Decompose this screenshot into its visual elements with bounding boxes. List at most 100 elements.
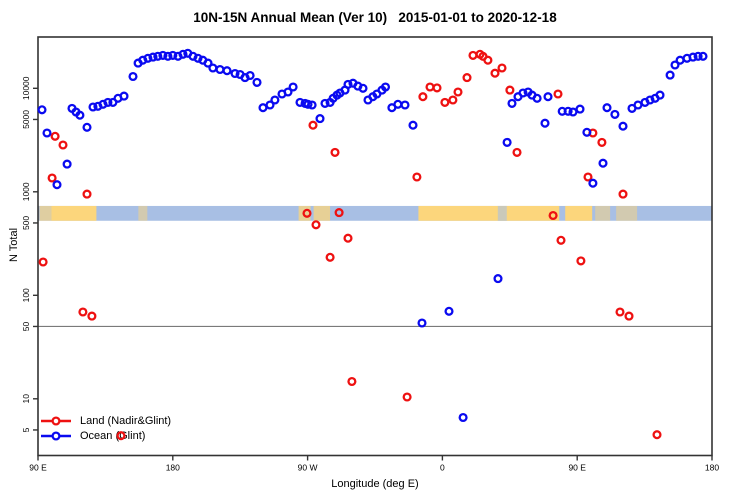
x-tick-label: 90 E [568,463,586,473]
land-data-point [624,311,634,321]
map-band-land-patch [313,205,331,221]
map-band-land-patch [39,205,52,221]
ocean-data-point [303,99,313,109]
ocean-data-point [400,100,410,110]
land-data-point [448,95,458,105]
land-data-point [615,307,625,317]
land-data-point [548,210,558,221]
ocean-data-point [507,98,517,108]
land-data-point [334,208,344,218]
ocean-data-point [88,102,98,112]
land-data-point [330,147,340,157]
land-data-point [347,376,357,387]
map-band-ocean-speckle [497,205,507,221]
x-tick-label: 0 [440,463,445,473]
ocean-data-point [153,51,163,61]
x-tick-label: 180 [705,463,719,473]
land-data-point [490,68,500,78]
map-band-land-patch [616,205,638,221]
ocean-data-point [320,98,330,108]
ocean-data-point [288,82,298,92]
ocean-data-point [618,121,628,131]
ocean-data-point [575,104,585,114]
land-data-point [311,220,321,230]
y-tick-label: 50 [21,321,31,331]
ocean-data-point [540,118,550,128]
ocean-data-point [52,180,62,190]
land-data-point [425,82,435,92]
ocean-data-point [168,50,178,60]
map-band-land-patch [138,205,148,221]
ocean-data-point [103,97,113,107]
land-data-point [308,120,318,130]
land-data-point [462,73,472,83]
ocean-data-point [252,77,262,87]
map-band-land-patch [565,205,593,221]
ocean-data-point [203,58,213,68]
chart-title: 10N-15N Annual Mean (Ver 10) 2015-01-01 … [193,10,557,25]
map-band-land-patch [51,205,97,221]
map-band-land-patch [418,205,560,221]
ocean-data-point [688,52,698,62]
ocean-data-point [698,51,708,61]
x-tick-label: 90 W [298,463,318,473]
land-data-point [483,55,493,65]
land-data-point [418,92,428,102]
ocean-data-point [518,88,528,98]
legend: Land (Nadir&Glint) Ocean (Glint) [39,413,171,443]
ocean-data-point [670,60,680,70]
y-tick-label: 5000 [21,110,31,129]
land-data-point [440,97,450,107]
x-tick-label: 90 E [29,463,47,473]
ocean-data-point [258,103,268,113]
ocean-data-point [393,99,403,109]
ocean-data-point [602,103,612,113]
ocean-data-point [502,137,512,147]
land-data-point [505,85,515,95]
ocean-data-point [215,64,225,75]
land-data-point [47,173,57,183]
ocean-data-point [693,51,703,61]
y-tick-label: 10 [21,394,31,404]
ocean-data-point [493,274,503,284]
ocean-data-point [315,114,325,124]
land-data-point [402,392,412,402]
ocean-data-point [222,66,232,76]
ocean-data-point [307,100,317,110]
legend-item-land: Land (Nadir&Glint) [39,413,171,428]
ocean-data-point [245,70,255,81]
ocean-data-point [598,158,608,168]
legend-label-ocean: Ocean (Glint) [80,429,146,442]
ocean-data-point [163,51,173,61]
y-tick-label: 100 [21,288,31,302]
ocean-data-point [143,53,153,63]
ocean-data-point [270,95,280,105]
land-data-point [78,307,88,317]
ocean-data-point [532,93,542,103]
map-band-land-patch [595,205,611,221]
land-data-point [412,172,422,182]
ocean-data-point [633,100,643,110]
land-data-point [325,252,335,262]
ocean-data-point [343,79,353,89]
ocean-data-point [444,306,454,316]
land-data-point [302,208,312,218]
ocean-data-point [119,91,129,101]
ocean-data-point [283,87,293,97]
land-data-point [116,431,126,441]
y-tick-label: 1000 [21,182,31,201]
land-data-point [87,311,97,321]
ocean-data-point [665,70,675,80]
land-data-point [58,140,68,150]
land-data-point [497,63,507,73]
ocean-data-point [358,83,368,93]
land-data-point [82,189,92,199]
ocean-data-point [62,159,72,169]
land-data-point [583,172,593,182]
legend-item-ocean: Ocean (Glint) [39,428,171,443]
ocean-data-point [208,63,218,73]
ocean-data-point [417,318,427,328]
ocean-data-point [582,127,592,137]
land-data-point [553,89,563,99]
